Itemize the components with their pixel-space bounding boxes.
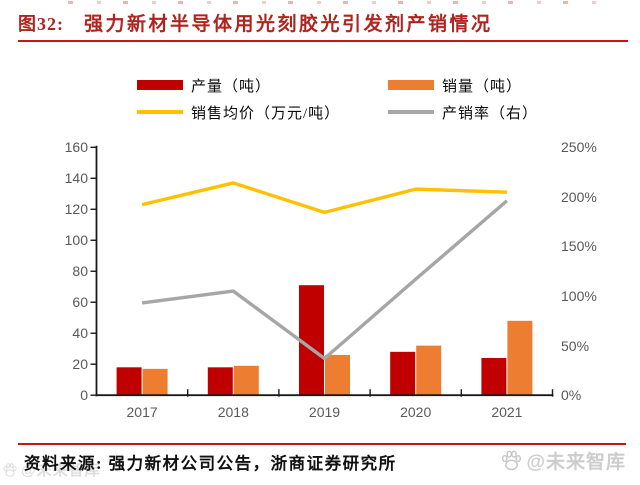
x-axis-category-label: 2020	[400, 404, 432, 420]
y-axis-tick-label: 160	[64, 139, 88, 156]
legend-label-sales: 销量（吨）	[442, 78, 523, 95]
bar-sales	[233, 365, 259, 396]
legend-item-avg-price: 销售均价（万元/吨）	[137, 103, 341, 122]
bar-production	[207, 367, 233, 396]
bar-sales	[416, 345, 442, 396]
right-axis-tick-label: 200%	[561, 188, 597, 205]
watermark-bottom-left: @未来智库	[2, 459, 101, 480]
production-swatch	[137, 80, 183, 90]
bar-production	[390, 351, 416, 396]
bar-sales	[507, 320, 533, 396]
figure-title: 强力新材半导体用光刻胶光引发剂产销情况	[84, 14, 493, 35]
y-axis-tick-label: 140	[64, 170, 88, 187]
x-axis-category-label: 2018	[217, 404, 249, 420]
x-axis-category-label: 2021	[491, 404, 523, 420]
legend-label-avg-price: 销售均价（万元/吨）	[191, 105, 341, 122]
legend-item-production: 产量（吨）	[137, 76, 272, 95]
watermark-text: @未来智库	[526, 452, 626, 473]
y-axis-tick-label: 0	[80, 387, 88, 404]
watermark-bottom-right: @未来智库	[500, 447, 626, 474]
y-axis-tick-label: 20	[72, 356, 88, 373]
y-axis-tick-label: 40	[72, 325, 88, 342]
right-axis-tick-label: 250%	[561, 139, 597, 156]
source-note: 资料来源: 强力新材公司公告，浙商证券研究所	[24, 454, 397, 473]
avg-price-swatch	[137, 110, 183, 114]
right-axis-tick-label: 150%	[561, 238, 597, 255]
legend-label-ratio: 产销率（右）	[442, 105, 539, 122]
paw-logo-icon	[3, 462, 17, 477]
x-axis-category-label: 2017	[126, 404, 158, 420]
figure-number-label: 图32:	[18, 14, 64, 34]
y-axis-tick-label: 120	[64, 201, 88, 218]
y-axis-tick-label: 80	[72, 263, 88, 280]
right-axis-tick-label: 0%	[561, 387, 582, 404]
line-avg-price	[141, 181, 507, 215]
right-axis-tick-label: 100%	[561, 288, 597, 305]
y-axis-tick-label: 100	[64, 232, 88, 249]
watermark-text-faint: @未来智库	[21, 462, 101, 479]
bar-production	[481, 358, 507, 396]
bar-production	[116, 367, 142, 396]
bar-sales	[142, 368, 168, 396]
paw-logo-icon	[502, 450, 522, 471]
bar-sales	[325, 354, 350, 396]
figure-header: 图32: 强力新材半导体用光刻胶光引发剂产销情况	[18, 9, 493, 36]
bar-production	[299, 285, 324, 396]
legend-label-production: 产量（吨）	[191, 78, 272, 95]
title-underline	[18, 40, 628, 43]
sales-swatch	[388, 80, 434, 90]
x-axis-category-label: 2019	[308, 404, 341, 420]
line-ratio	[141, 199, 509, 361]
legend-item-ratio: 产销率（右）	[388, 103, 539, 122]
legend-item-sales: 销量（吨）	[388, 76, 523, 95]
footer-separator-line	[18, 443, 626, 446]
right-axis-tick-label: 50%	[561, 337, 590, 354]
cropped-text-artifact	[68, 1, 596, 4]
y-axis-tick-label: 60	[72, 294, 88, 311]
ratio-swatch	[388, 110, 434, 114]
